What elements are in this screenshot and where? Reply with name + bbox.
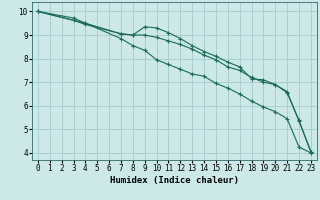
- X-axis label: Humidex (Indice chaleur): Humidex (Indice chaleur): [110, 176, 239, 185]
